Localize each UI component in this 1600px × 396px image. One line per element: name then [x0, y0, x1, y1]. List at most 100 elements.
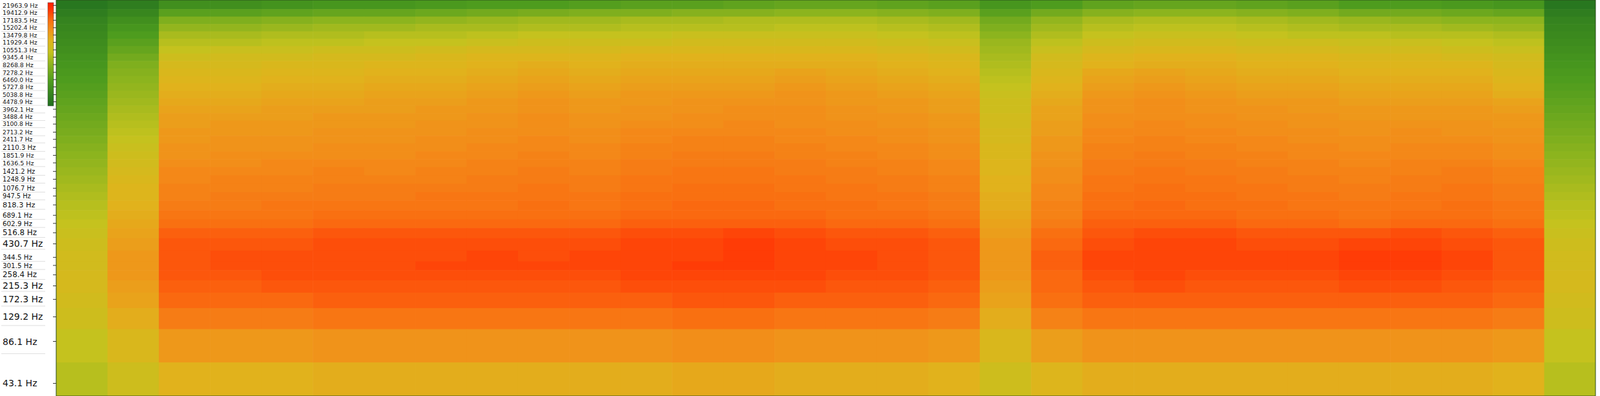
cell	[415, 45, 468, 54]
cell	[671, 9, 724, 17]
cell	[877, 328, 929, 363]
cell	[826, 83, 878, 92]
cell	[1236, 209, 1289, 220]
cell	[1082, 308, 1135, 330]
cell	[1441, 120, 1494, 129]
cell	[928, 23, 980, 32]
cell	[569, 167, 621, 176]
cell	[1030, 105, 1083, 114]
cell	[723, 98, 776, 106]
cell	[1133, 167, 1186, 176]
cell	[261, 362, 314, 396]
cell	[1082, 91, 1135, 99]
cell	[1544, 167, 1596, 176]
cell	[466, 38, 519, 47]
cell	[518, 191, 570, 201]
tick-label: 2110.3 Hz	[2, 144, 36, 152]
cell	[928, 158, 980, 168]
cell	[1390, 175, 1442, 185]
cell	[364, 261, 416, 271]
cell	[1390, 151, 1442, 160]
cell	[1339, 83, 1391, 92]
cell	[107, 261, 159, 271]
cell	[569, 38, 621, 47]
cell	[518, 228, 570, 239]
cell	[364, 280, 416, 294]
cell	[979, 127, 1032, 136]
cell	[877, 261, 929, 271]
cell	[1287, 120, 1340, 129]
cell	[1287, 175, 1340, 185]
cell	[1236, 238, 1289, 252]
cell	[209, 143, 262, 152]
tick-label: 430.7 Hz	[2, 238, 43, 249]
tick-label: 172.3 Hz	[2, 293, 43, 305]
cell	[261, 200, 314, 211]
cell	[569, 135, 621, 144]
cell	[1236, 175, 1289, 185]
cell	[364, 53, 416, 62]
cell	[1441, 151, 1494, 160]
cell	[518, 91, 570, 99]
cell	[1287, 238, 1340, 252]
cell	[671, 191, 724, 201]
cell	[1441, 238, 1494, 252]
cell	[671, 219, 724, 229]
cell	[774, 183, 827, 193]
cell	[1185, 83, 1237, 92]
cell	[1390, 228, 1442, 239]
cell	[877, 167, 929, 176]
tick-label: 129.2 Hz	[2, 311, 43, 322]
cell	[415, 238, 468, 252]
cell	[723, 23, 776, 32]
cell	[1185, 76, 1237, 84]
cell	[620, 308, 673, 330]
cell	[518, 127, 570, 136]
cell	[1082, 38, 1135, 47]
cell	[723, 135, 776, 144]
cell	[826, 45, 878, 54]
tick	[52, 274, 57, 276]
cell	[1082, 151, 1135, 160]
cell	[1441, 98, 1494, 106]
cell	[1133, 250, 1186, 262]
cell	[1339, 45, 1391, 54]
cell	[1185, 91, 1237, 99]
cell	[1390, 127, 1442, 136]
cell	[209, 280, 262, 294]
cell	[1133, 91, 1186, 99]
tick	[52, 94, 57, 95]
cell	[1185, 228, 1237, 239]
cell	[1082, 238, 1135, 252]
cell	[56, 250, 108, 262]
cell	[928, 143, 980, 152]
cell	[826, 143, 878, 152]
cell	[56, 151, 108, 160]
cell	[107, 238, 159, 252]
cell	[620, 91, 673, 99]
cell	[107, 83, 159, 92]
cell	[979, 45, 1032, 54]
cell	[569, 362, 621, 396]
cell	[1390, 328, 1442, 363]
cell	[723, 60, 776, 69]
cell	[1441, 158, 1494, 168]
cell	[877, 250, 929, 262]
cell	[158, 280, 211, 294]
cell	[518, 76, 570, 84]
cell	[1185, 280, 1237, 294]
tick	[52, 264, 57, 266]
cell	[1390, 280, 1442, 294]
cell	[466, 135, 519, 144]
cell	[1339, 38, 1391, 47]
cell	[415, 270, 468, 281]
cell	[518, 31, 570, 40]
cell	[723, 9, 776, 17]
cell	[312, 158, 365, 168]
cell	[569, 183, 621, 193]
cell	[620, 238, 673, 252]
cell	[826, 113, 878, 121]
cell	[1339, 219, 1391, 229]
cell	[1236, 219, 1289, 229]
cell	[1133, 209, 1186, 220]
